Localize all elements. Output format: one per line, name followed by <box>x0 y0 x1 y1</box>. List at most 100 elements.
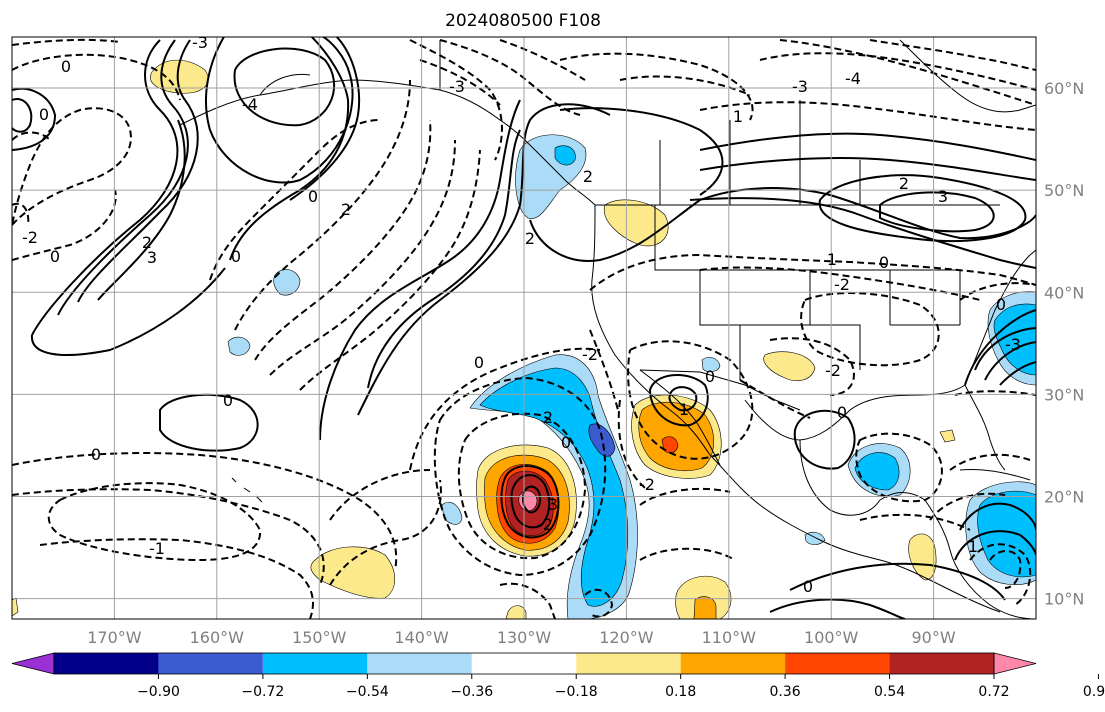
coastline-baja <box>639 369 721 466</box>
contour-solid <box>793 409 856 470</box>
contour-dashed <box>12 452 398 571</box>
lon-tick-label: 110°W <box>702 628 757 647</box>
contour-label: 3 <box>548 495 558 514</box>
colorbar-tick-label: −0.54 <box>346 684 389 700</box>
contour-label: 3 <box>938 187 948 206</box>
contour-label: -3 <box>792 77 808 96</box>
contour-dashed <box>949 453 1031 471</box>
contour-label: -2 <box>834 275 850 294</box>
contour-label: 0 <box>803 577 813 596</box>
colorbar-segments <box>11 652 1037 675</box>
shade-cyan-patch <box>554 145 576 166</box>
shade-yellow-patch <box>150 59 209 94</box>
contour-solid <box>559 107 724 196</box>
contour-solid <box>319 99 521 441</box>
coastline-mexico-east <box>799 439 926 516</box>
contour-label: 2 <box>583 167 593 186</box>
contour-solid <box>30 267 226 356</box>
colorbar: −0.90 −0.72 −0.54 −0.36 −0.18 0.18 0.36 0.54 0.7… <box>11 652 1105 700</box>
shade-lightblue-patch <box>441 501 463 525</box>
colorbar-tick-label: 0.54 <box>874 684 905 700</box>
contour-solid <box>984 341 1036 381</box>
lon-tick-label: 150°W <box>292 628 347 647</box>
contour-solid <box>689 197 1036 269</box>
border-canada-provinces <box>659 100 861 205</box>
colorbar-tick-label: 0.18 <box>665 684 696 700</box>
contour-label: 0 <box>308 187 318 206</box>
colorbar-extend-min <box>11 652 55 675</box>
contour-solid <box>668 386 698 412</box>
contour-label: 2 <box>543 408 553 427</box>
contour-label: 0 <box>223 391 233 410</box>
coastline-west-us <box>591 204 711 456</box>
contour-label: 0 <box>50 247 60 266</box>
colorbar-segment <box>262 653 368 674</box>
contour-dashed <box>619 75 751 96</box>
contour-label: -2 <box>639 475 655 494</box>
contour-dashed <box>869 39 1036 71</box>
contour-dashed <box>47 482 262 562</box>
contour-solid <box>77 39 199 303</box>
contour-solid <box>521 485 542 514</box>
contour-solid <box>97 119 186 301</box>
contour-label: -2 <box>537 515 553 534</box>
contour-dashed <box>329 469 431 521</box>
contour-dashed <box>234 79 411 331</box>
contour-solid <box>959 502 1036 531</box>
contour-dashed <box>559 52 754 121</box>
colorbar-segment <box>785 653 890 674</box>
contour-solid <box>699 132 1036 161</box>
contour-label: -4 <box>242 95 258 114</box>
contour-label: 0 <box>39 105 49 124</box>
shade-lightblue-patch <box>701 357 721 373</box>
shade-yellow-patch <box>763 351 816 381</box>
contour-dashed <box>779 39 1036 106</box>
contour-solid <box>289 37 361 201</box>
contour-solid <box>229 37 350 261</box>
contour-solid <box>879 191 995 233</box>
contour-solid <box>648 373 709 427</box>
contour-dashed <box>969 543 1032 606</box>
contour-solid <box>699 157 1036 181</box>
contour-solid <box>500 465 560 539</box>
contour-dashed <box>12 38 121 46</box>
lon-tick-label: 100°W <box>804 628 859 647</box>
contour-dashed <box>639 547 736 561</box>
lon-tick-label: 160°W <box>190 628 245 647</box>
colorbar-segment <box>54 653 159 674</box>
contour-dashed <box>499 582 556 619</box>
contour-label: -2 <box>22 228 38 247</box>
contour-label: 0 <box>231 247 241 266</box>
contour-dashed <box>769 337 855 396</box>
contour-lines <box>12 37 1036 619</box>
contour-label: 2 <box>142 233 152 252</box>
contour-dashed <box>959 282 1036 301</box>
contour-dashed <box>12 488 325 586</box>
coastline-florida <box>964 384 1006 471</box>
contour-solid <box>510 474 551 529</box>
colorbar-segment <box>367 653 472 674</box>
shade-lightblue-patch <box>273 269 301 296</box>
contour-dashed <box>954 390 1036 396</box>
contour-dashed <box>759 52 1036 91</box>
contour-dashed <box>617 399 646 489</box>
contour-dashed <box>409 39 503 161</box>
colorbar-tick-label: −0.72 <box>241 684 284 700</box>
colorbar-segment <box>158 653 263 674</box>
lat-tick-label: 60°N <box>1044 79 1084 98</box>
lon-tick-label: 90°W <box>912 628 956 647</box>
contour-dashed <box>433 376 607 577</box>
contour-dashed <box>12 131 51 141</box>
contour-label: 2 <box>525 229 535 248</box>
contour-dashed <box>12 53 181 101</box>
contour-label: -1 <box>149 539 165 558</box>
contour-label: 1 <box>968 537 978 556</box>
contour-dashed <box>584 588 614 618</box>
contour-solid <box>789 562 1006 601</box>
contour-label: 1 <box>827 250 837 269</box>
lon-tick-label: 120°W <box>599 628 654 647</box>
map-frame <box>11 36 1037 620</box>
contour-dashed <box>419 59 501 106</box>
colorbar-ticks: −0.90 −0.72 −0.54 −0.36 −0.18 0.18 0.36 0.54 0.7… <box>137 674 1105 700</box>
